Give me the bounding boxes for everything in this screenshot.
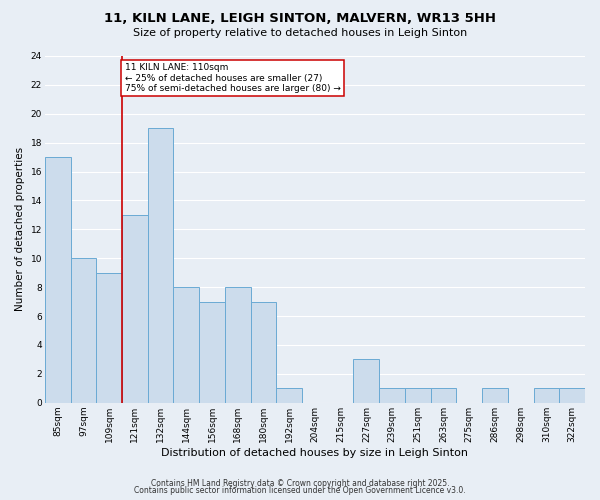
Y-axis label: Number of detached properties: Number of detached properties <box>15 148 25 312</box>
Bar <box>199 302 225 403</box>
Text: Contains HM Land Registry data © Crown copyright and database right 2025.: Contains HM Land Registry data © Crown c… <box>151 478 449 488</box>
Bar <box>405 388 431 403</box>
Bar <box>96 272 122 403</box>
Text: Size of property relative to detached houses in Leigh Sinton: Size of property relative to detached ho… <box>133 28 467 38</box>
Bar <box>431 388 457 403</box>
Text: 11, KILN LANE, LEIGH SINTON, MALVERN, WR13 5HH: 11, KILN LANE, LEIGH SINTON, MALVERN, WR… <box>104 12 496 26</box>
Bar <box>148 128 173 403</box>
Bar <box>277 388 302 403</box>
Text: 11 KILN LANE: 110sqm
← 25% of detached houses are smaller (27)
75% of semi-detac: 11 KILN LANE: 110sqm ← 25% of detached h… <box>125 63 340 93</box>
Bar <box>559 388 585 403</box>
Bar <box>173 287 199 403</box>
Bar <box>482 388 508 403</box>
Bar <box>45 157 71 403</box>
Bar <box>533 388 559 403</box>
X-axis label: Distribution of detached houses by size in Leigh Sinton: Distribution of detached houses by size … <box>161 448 469 458</box>
Bar <box>122 215 148 403</box>
Bar <box>225 287 251 403</box>
Bar <box>71 258 96 403</box>
Text: Contains public sector information licensed under the Open Government Licence v3: Contains public sector information licen… <box>134 486 466 495</box>
Bar <box>251 302 277 403</box>
Bar <box>353 360 379 403</box>
Bar <box>379 388 405 403</box>
